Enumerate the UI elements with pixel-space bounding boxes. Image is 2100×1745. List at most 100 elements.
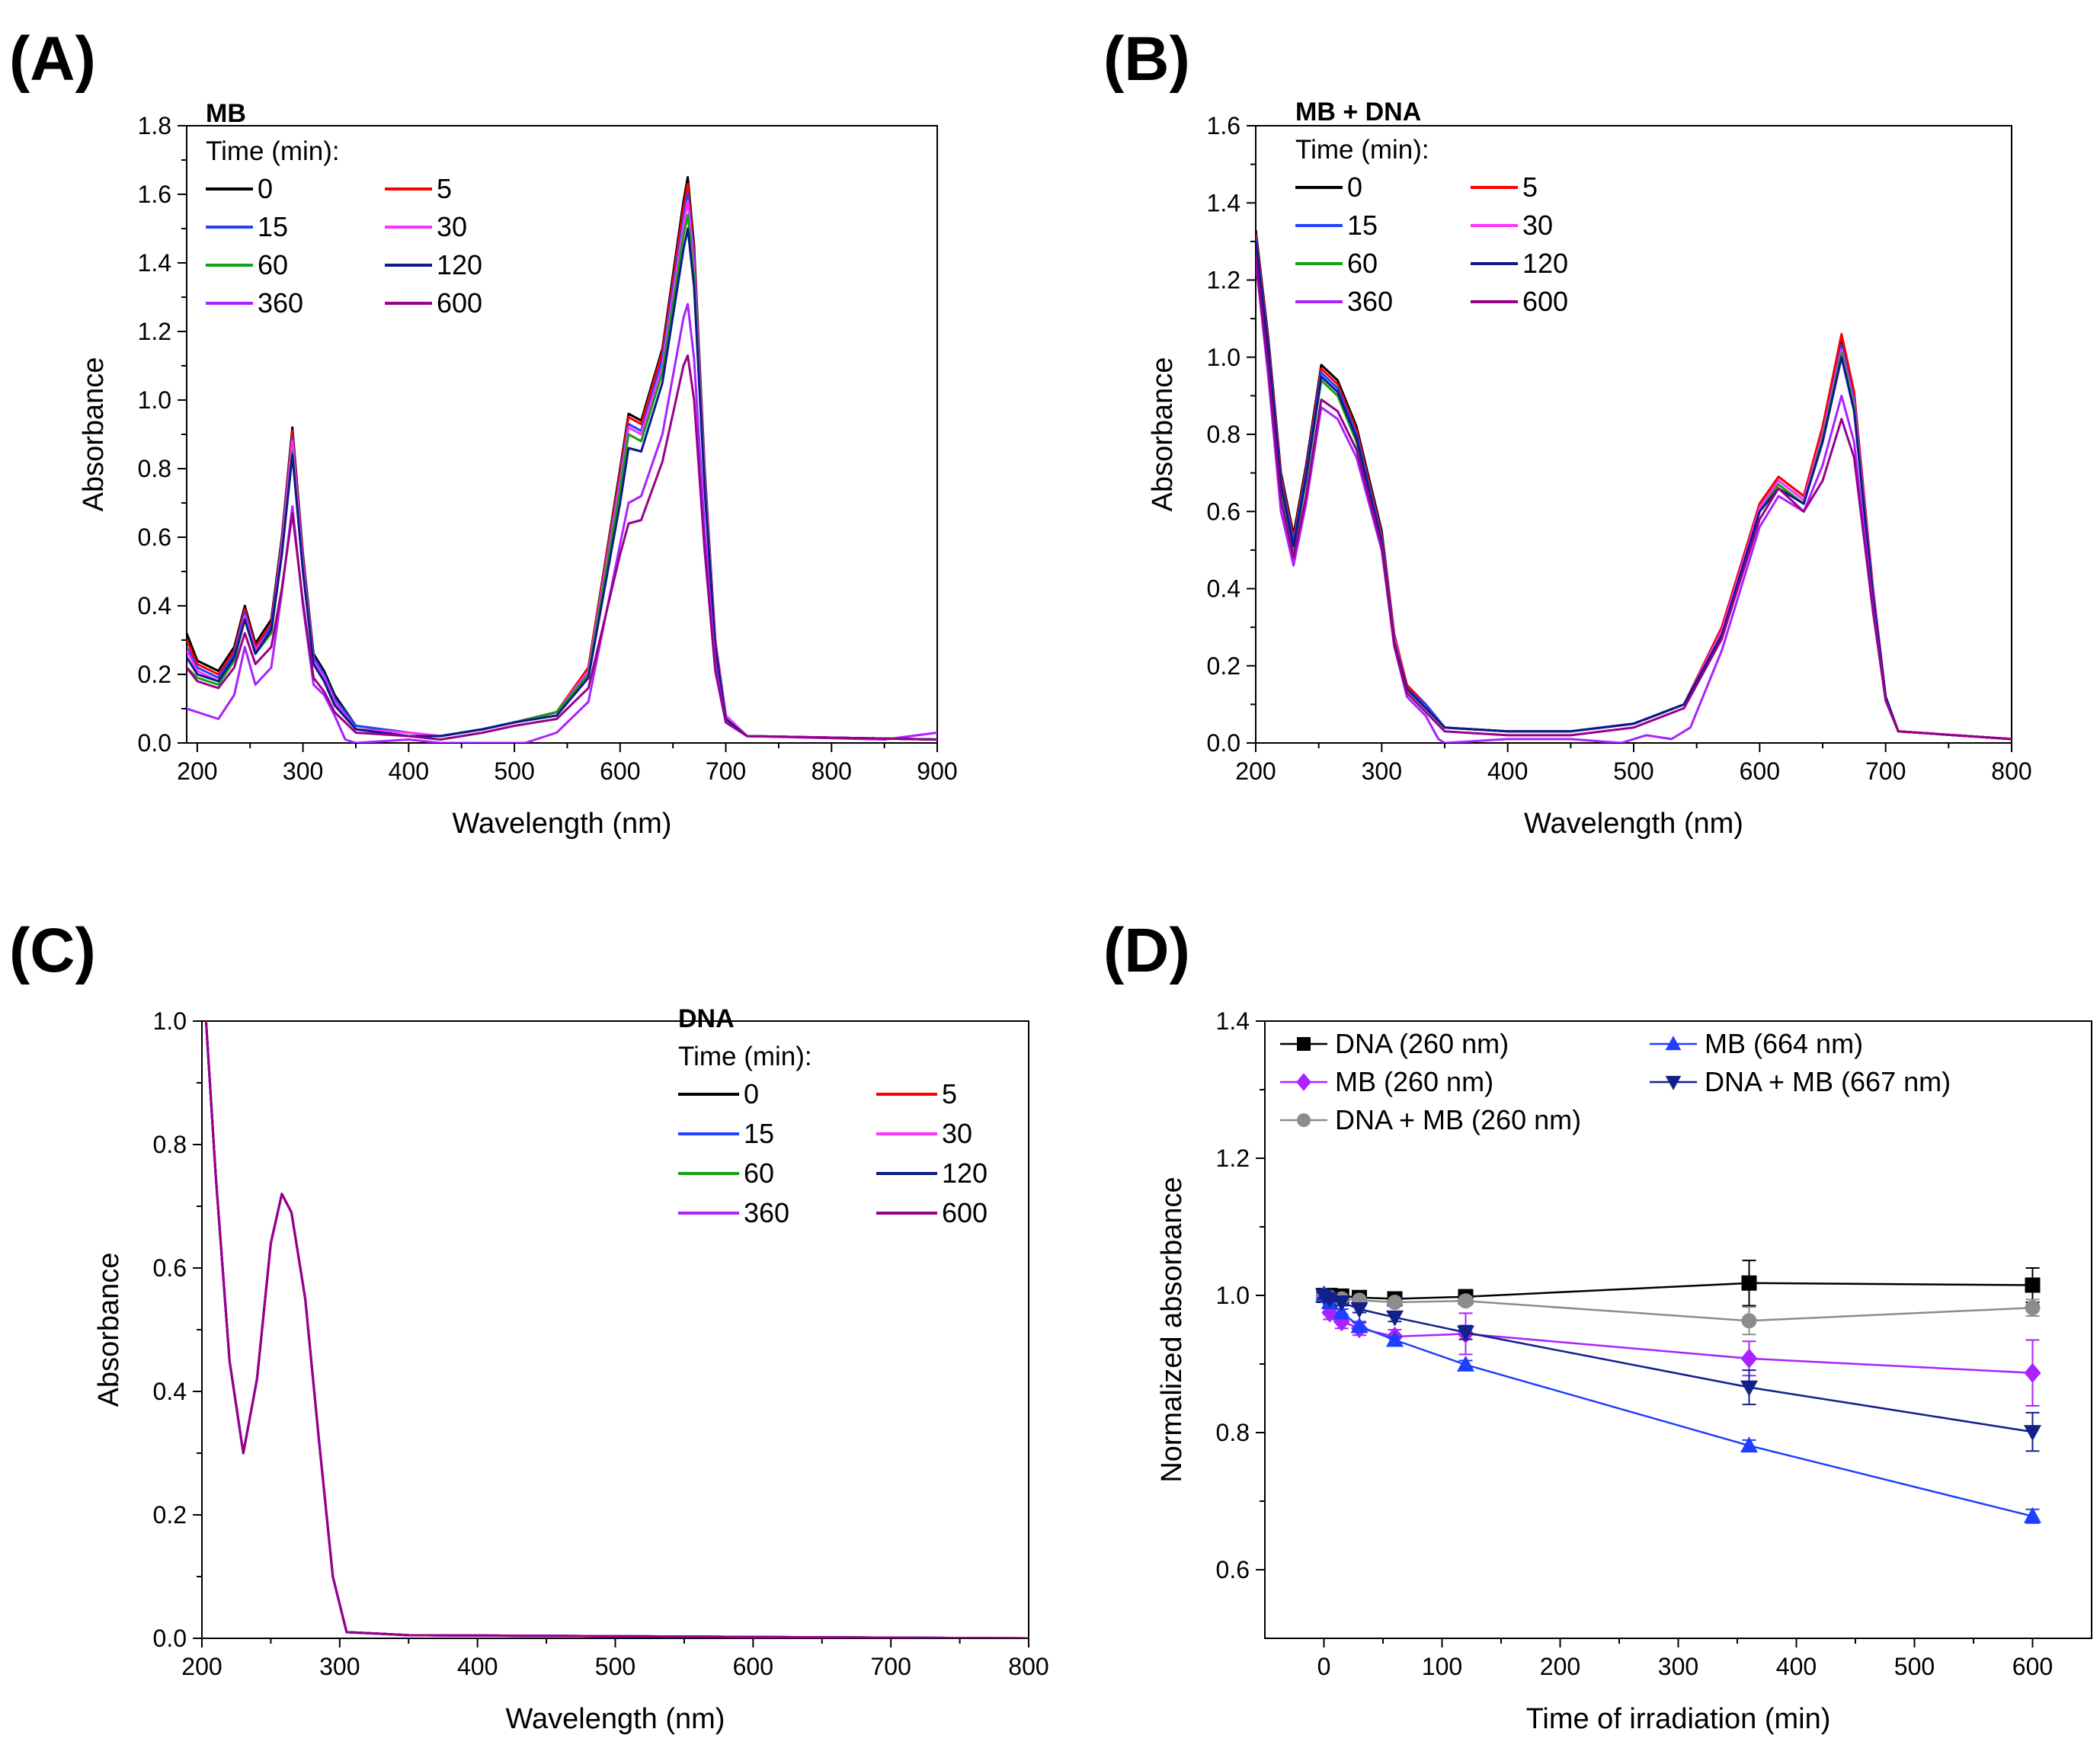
y-tick-label: 0.2 [138, 661, 171, 688]
series-line-120 [1256, 241, 2012, 741]
x-tick-label: 500 [595, 1653, 635, 1680]
legend-label-5: 5 [942, 1078, 957, 1109]
plot-frame [186, 125, 938, 744]
y-tick-label: 0.0 [1207, 729, 1240, 757]
y-tick-label: 0.2 [153, 1501, 187, 1529]
y-tick-label: 1.2 [1216, 1145, 1250, 1172]
series-line-15 [187, 193, 937, 741]
x-tick-label: 500 [494, 757, 534, 785]
legend-subtitle: Time (min): [1295, 135, 1429, 165]
legend: MB + DNA Time (min): 0 5 15 30 60 120 360 600 [1295, 98, 1568, 317]
legend-label: DNA + MB (260 nm) [1335, 1104, 1581, 1135]
legend-title: MB + DNA [1295, 98, 1421, 126]
x-tick-label: 700 [870, 1653, 911, 1680]
x-tick-label: 200 [1540, 1653, 1580, 1680]
x-tick-label: 400 [1776, 1653, 1817, 1680]
x-tick-label: 200 [1235, 757, 1276, 785]
legend-label-15: 15 [1347, 210, 1378, 241]
data-point [1350, 1317, 1369, 1334]
y-tick-label: 0.6 [153, 1254, 187, 1282]
data-point [1457, 1325, 1474, 1342]
legend-label-0: 0 [258, 173, 273, 204]
series-line-0 [187, 176, 937, 741]
legend-swatch-marker [1665, 1075, 1682, 1090]
series-group [204, 1021, 1029, 1638]
y-tick-label: 1.0 [138, 386, 171, 414]
data-point [2024, 1425, 2041, 1442]
legend-label-360: 360 [258, 287, 303, 319]
data-point [1741, 1275, 1757, 1291]
series-group [1256, 229, 2012, 743]
series-line [1324, 1282, 2033, 1300]
series-DNA + MB (260 nm) [1316, 1288, 2041, 1336]
panel-c: 200 300 400 500 600 700 8000.00.20.40.60.81.0W… [9, 916, 1049, 1735]
data-point [1458, 1293, 1474, 1309]
y-tick-label: 1.0 [1207, 344, 1240, 371]
y-tick-label: 0.6 [1216, 1556, 1250, 1583]
legend-label-120: 120 [1522, 248, 1568, 279]
data-point [1386, 1330, 1404, 1347]
legend-title: DNA [678, 1004, 735, 1033]
x-tick-label: 500 [1894, 1653, 1935, 1680]
x-tick-label: 400 [457, 1653, 498, 1680]
legend-subtitle: Time (min): [206, 136, 340, 166]
y-tick-label: 0.6 [1207, 498, 1240, 525]
x-tick-label: 700 [706, 757, 746, 785]
x-tick-label: 600 [2012, 1653, 2053, 1680]
legend-label-0: 0 [744, 1078, 759, 1109]
series-line-30 [187, 200, 937, 741]
legend-label-5: 5 [437, 173, 452, 204]
data-point [1387, 1295, 1403, 1311]
legend-label-600: 600 [942, 1197, 988, 1228]
y-tick-label: 1.4 [1207, 189, 1240, 216]
series-MB (664 nm) [1315, 1286, 2041, 1524]
data-point [1740, 1348, 1758, 1369]
panel-b: 200 300 400 500 600 700 8000.00.20.40.60.81.01… [1103, 24, 2032, 840]
legend-label: DNA (260 nm) [1335, 1028, 1509, 1059]
series-DNA (260 nm) [1316, 1260, 2041, 1307]
x-axis-title: Wavelength (nm) [1524, 808, 1743, 840]
data-point [1457, 1355, 1474, 1372]
y-tick-label: 1.2 [1207, 267, 1240, 294]
plot-frame [201, 1020, 1029, 1639]
series-line-5 [187, 183, 937, 741]
legend-label-360: 360 [1347, 286, 1393, 317]
legend-subtitle: Time (min): [678, 1042, 812, 1071]
legend-label: MB (664 nm) [1705, 1028, 1863, 1059]
y-tick-label: 0.4 [138, 592, 171, 620]
series-line [1323, 1295, 2033, 1374]
y-axis-title: Absorbance [1147, 357, 1179, 512]
x-tick-label: 400 [1487, 757, 1528, 785]
data-point [1740, 1436, 1758, 1453]
y-axis-title: Absorbance [78, 357, 110, 512]
series-line-600 [1256, 256, 2012, 741]
legend-label-15: 15 [258, 211, 288, 242]
x-tick-label: 600 [733, 1653, 773, 1680]
data-point [2025, 1300, 2041, 1316]
y-tick-label: 1.4 [1216, 1007, 1250, 1035]
y-tick-label: 0.0 [153, 1625, 187, 1652]
series-line [1323, 1295, 2033, 1518]
legend-label-600: 600 [437, 287, 482, 319]
y-tick-label: 0.0 [138, 729, 171, 757]
legend-label-120: 120 [437, 249, 482, 280]
y-tick-label: 1.8 [138, 112, 171, 139]
y-tick-label: 0.8 [138, 455, 171, 482]
legend: DNA (260 nm) MB (260 nm) DNA + MB (260 nm)… [1280, 1028, 1951, 1135]
legend-label-5: 5 [1522, 171, 1538, 203]
legend-swatch-marker [1665, 1036, 1682, 1051]
x-axis-title: Wavelength (nm) [453, 808, 672, 840]
legend: DNA Time (min): 0 5 15 30 60 120 360 600 [678, 1004, 988, 1228]
data-point [1386, 1310, 1404, 1327]
legend-label-360: 360 [744, 1197, 789, 1228]
legend-label-60: 60 [258, 249, 288, 280]
y-tick-label: 0.4 [153, 1378, 187, 1405]
data-point [2025, 1277, 2041, 1293]
legend-label-0: 0 [1347, 171, 1362, 203]
data-point [1333, 1295, 1351, 1311]
y-axis-title: Absorbance [93, 1253, 125, 1407]
series-group [187, 176, 937, 743]
y-tick-label: 0.2 [1207, 652, 1240, 680]
legend-swatch-marker [1296, 1073, 1311, 1091]
x-tick-label: 300 [1362, 757, 1402, 785]
